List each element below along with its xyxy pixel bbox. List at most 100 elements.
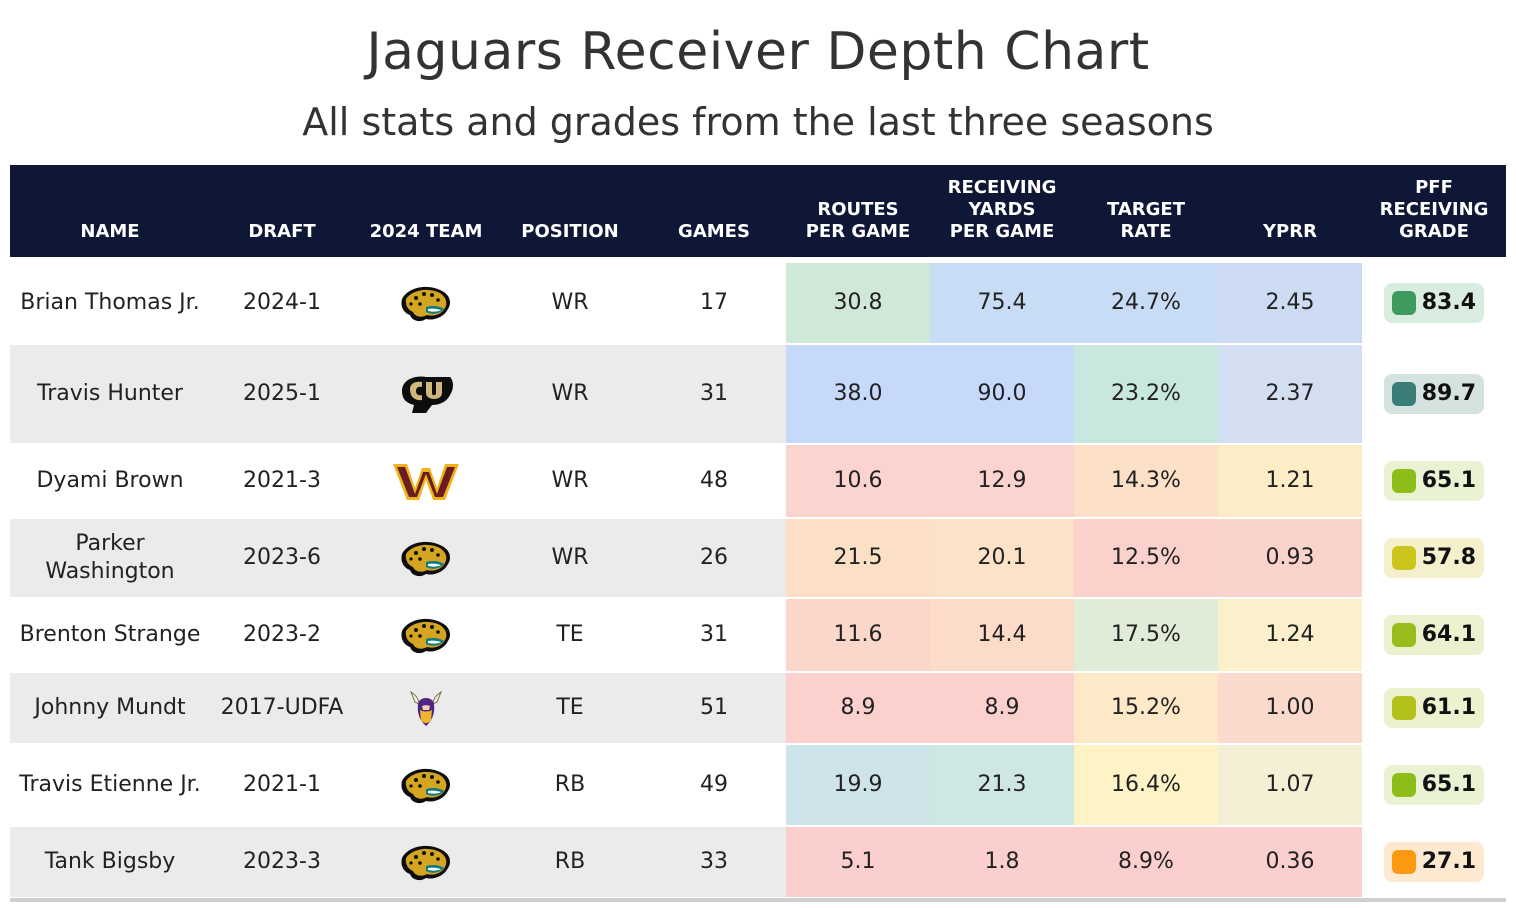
cell-position: WR: [551, 381, 589, 406]
header-name: NAME: [80, 221, 140, 242]
cell-team: [354, 519, 498, 597]
cell-draft: 2024-1: [243, 290, 321, 315]
cell-position: RB: [554, 772, 586, 797]
cell-draft: 2023-2: [243, 622, 321, 647]
cell-draft: 2025-1: [243, 381, 321, 406]
cell-yprr: 2.37: [1218, 345, 1362, 443]
header-routes: ROUTES PER GAME: [805, 199, 911, 242]
cell-games: 26: [700, 545, 728, 570]
cell-target-rate: 16.4%: [1074, 745, 1218, 825]
grade-badge: 83.4: [1384, 283, 1484, 323]
cell-routes-per-game: 21.5: [786, 519, 930, 597]
cell-target-rate: 23.2%: [1074, 345, 1218, 443]
header-position: POSITION: [521, 221, 619, 242]
header-pff-grade: PFF RECEIVING GRADE: [1379, 177, 1489, 242]
table-row: Brenton Strange 2023-2 TE 31 11.6 14.4 17.5% 1…: [10, 599, 1506, 671]
depth-chart-table: NAME DRAFT 2024 TEAM POSITION GAMES ROUT…: [10, 165, 1506, 897]
grade-color-swatch: [1392, 546, 1416, 570]
cell-team: [354, 263, 498, 343]
grade-value: 57.8: [1421, 545, 1476, 570]
cell-games: 17: [700, 290, 728, 315]
cell-yards-per-game: 90.0: [930, 345, 1074, 443]
grade-value: 61.1: [1421, 695, 1476, 720]
cell-games: 49: [700, 772, 728, 797]
table-row: Dyami Brown 2021-3 WR 48 10.6 12.9 14.3% 1.21 6…: [10, 445, 1506, 517]
header-target-rate: TARGET RATE: [1106, 199, 1186, 242]
cell-yards-per-game: 21.3: [930, 745, 1074, 825]
jaguars-logo-icon: [398, 613, 454, 657]
cell-draft: 2021-1: [243, 772, 321, 797]
cell-routes-per-game: 30.8: [786, 263, 930, 343]
cell-yprr: 1.24: [1218, 599, 1362, 671]
table-bottom-rule: [10, 898, 1506, 902]
cell-team: [354, 345, 498, 443]
cell-position: WR: [551, 468, 589, 493]
grade-color-swatch: [1392, 382, 1416, 406]
grade-value: 89.7: [1421, 381, 1476, 406]
cell-name: Johnny Mundt: [34, 695, 186, 720]
cell-yprr: 1.07: [1218, 745, 1362, 825]
cell-target-rate: 14.3%: [1074, 445, 1218, 517]
cell-yards-per-game: 20.1: [930, 519, 1074, 597]
grade-color-swatch: [1392, 850, 1416, 874]
cell-name: Brenton Strange: [19, 622, 201, 647]
cell-pff-grade: 27.1: [1362, 827, 1506, 897]
header-yards: RECEIVING YARDS PER GAME: [947, 177, 1057, 242]
cell-pff-grade: 89.7: [1362, 345, 1506, 443]
cell-name: Dyami Brown: [36, 468, 184, 493]
table-row: Tank Bigsby 2023-3 RB 33 5.1 1.8 8.9% 0.36 27.1: [10, 827, 1506, 897]
grade-color-swatch: [1392, 773, 1416, 797]
cell-target-rate: 12.5%: [1074, 519, 1218, 597]
cell-pff-grade: 83.4: [1362, 263, 1506, 343]
cell-target-rate: 24.7%: [1074, 263, 1218, 343]
cell-target-rate: 8.9%: [1074, 827, 1218, 897]
commanders-logo-icon: [391, 460, 461, 502]
cell-games: 31: [700, 622, 728, 647]
cell-target-rate: 17.5%: [1074, 599, 1218, 671]
cell-pff-grade: 65.1: [1362, 445, 1506, 517]
chart-title: Jaguars Receiver Depth Chart: [366, 22, 1150, 82]
grade-value: 83.4: [1421, 290, 1476, 315]
grade-badge: 89.7: [1384, 374, 1484, 414]
cell-pff-grade: 64.1: [1362, 599, 1506, 671]
cell-routes-per-game: 8.9: [786, 673, 930, 743]
cell-pff-grade: 65.1: [1362, 745, 1506, 825]
cell-target-rate: 15.2%: [1074, 673, 1218, 743]
grade-badge: 27.1: [1384, 842, 1484, 882]
cell-position: WR: [551, 545, 589, 570]
cell-team: [354, 673, 498, 743]
header-yprr: YPRR: [1263, 221, 1317, 242]
cell-team: [354, 599, 498, 671]
cell-position: RB: [554, 849, 586, 874]
header-games: GAMES: [678, 221, 750, 242]
grade-value: 65.1: [1421, 772, 1476, 797]
table-row: Parker Washington 2023-6 WR 26 21.5 20.1 12.5…: [10, 519, 1506, 597]
header-draft: DRAFT: [248, 221, 316, 242]
cell-games: 48: [700, 468, 728, 493]
grade-color-swatch: [1392, 696, 1416, 720]
cell-games: 33: [700, 849, 728, 874]
cell-draft: 2021-3: [243, 468, 321, 493]
cell-draft: 2023-6: [243, 545, 321, 570]
cell-games: 51: [700, 695, 728, 720]
grade-badge: 65.1: [1384, 461, 1484, 501]
cell-team: [354, 445, 498, 517]
header-team: 2024 TEAM: [369, 221, 483, 242]
cell-yprr: 2.45: [1218, 263, 1362, 343]
grade-badge: 64.1: [1384, 615, 1484, 655]
grade-color-swatch: [1392, 623, 1416, 647]
cell-pff-grade: 57.8: [1362, 519, 1506, 597]
vikings-logo-icon: [407, 686, 445, 730]
cell-routes-per-game: 5.1: [786, 827, 930, 897]
cell-yards-per-game: 14.4: [930, 599, 1074, 671]
grade-value: 65.1: [1421, 468, 1476, 493]
cell-routes-per-game: 11.6: [786, 599, 930, 671]
cell-yards-per-game: 8.9: [930, 673, 1074, 743]
cell-team: [354, 827, 498, 897]
cell-routes-per-game: 38.0: [786, 345, 930, 443]
cell-name: Travis Hunter: [37, 381, 183, 406]
cell-name: Travis Etienne Jr.: [19, 772, 201, 797]
table-row: Travis Hunter 2025-1 WR 31 38.0 90.0 23.2% 2.3…: [10, 345, 1506, 443]
grade-badge: 57.8: [1384, 538, 1484, 578]
cell-yprr: 0.93: [1218, 519, 1362, 597]
